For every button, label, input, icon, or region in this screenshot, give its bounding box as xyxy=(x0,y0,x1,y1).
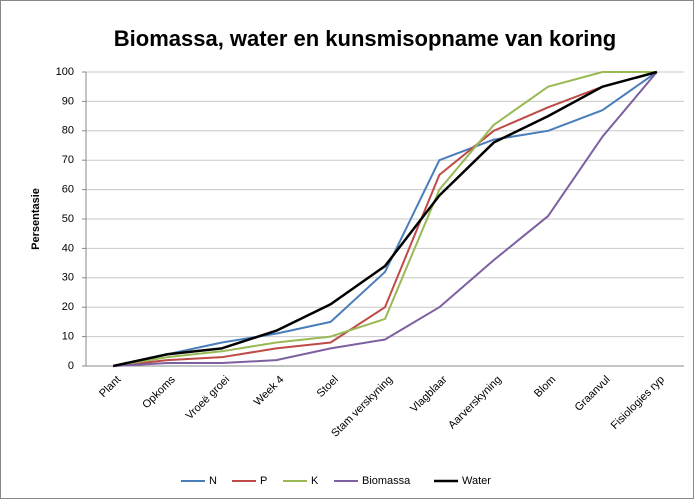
y-tick-label: 30 xyxy=(62,272,74,284)
y-tick-label: 70 xyxy=(62,154,74,166)
y-tick-label: 80 xyxy=(62,125,74,137)
line-series xyxy=(112,71,658,367)
line-series xyxy=(113,71,657,367)
legend-label: Biomassa xyxy=(362,475,411,487)
y-axis-label: Persentasie xyxy=(30,188,42,250)
y-tick-label: 50 xyxy=(62,213,74,225)
line-series xyxy=(113,71,658,367)
legend-label: K xyxy=(311,475,319,487)
line-series xyxy=(112,70,658,368)
y-tick-label: 10 xyxy=(62,331,74,343)
y-tick-label: 20 xyxy=(62,301,74,313)
chart-title: Biomassa, water en kunsmisopname van kor… xyxy=(114,26,617,51)
line-series xyxy=(113,71,658,367)
y-tick-label: 0 xyxy=(68,360,74,372)
legend-label: Water xyxy=(462,475,491,487)
legend-label: P xyxy=(260,475,267,487)
legend-label: N xyxy=(209,475,217,487)
y-tick-label: 90 xyxy=(62,95,74,107)
y-tick-label: 100 xyxy=(56,66,74,78)
y-tick-label: 40 xyxy=(62,242,74,254)
y-tick-label: 60 xyxy=(62,184,74,196)
